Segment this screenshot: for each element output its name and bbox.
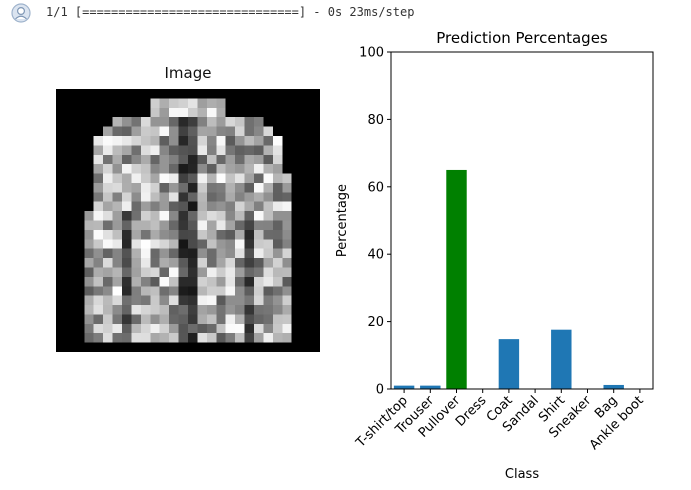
garment-pixel-image <box>56 89 320 352</box>
y-tick-label-0: 0 <box>376 383 384 398</box>
y-tick-label-5: 100 <box>359 46 384 61</box>
bar-0 <box>393 385 415 389</box>
bar-6 <box>551 329 572 389</box>
bar-4 <box>498 339 520 389</box>
y-tick-label-3: 60 <box>367 180 384 195</box>
bar-2 <box>446 169 467 389</box>
plot-frame <box>390 51 654 390</box>
user-avatar-icon <box>11 3 31 23</box>
progress-log-text: 1/1 [==============================] - 0… <box>46 5 415 19</box>
bar-8 <box>603 384 624 389</box>
y-tick-label-1: 20 <box>367 315 384 330</box>
bar-1 <box>420 385 441 389</box>
image-panel-title: Image <box>164 64 212 82</box>
chart-title: Prediction Percentages <box>436 29 608 47</box>
x-axis-label: Class <box>505 467 539 482</box>
x-tick-label-3: Dress <box>453 393 490 430</box>
y-tick-label-2: 40 <box>367 248 384 263</box>
y-axis-label: Percentage <box>335 184 350 257</box>
cell-output-row: 1/1 [==============================] - 0… <box>0 0 691 26</box>
y-tick-label-4: 80 <box>367 113 384 128</box>
